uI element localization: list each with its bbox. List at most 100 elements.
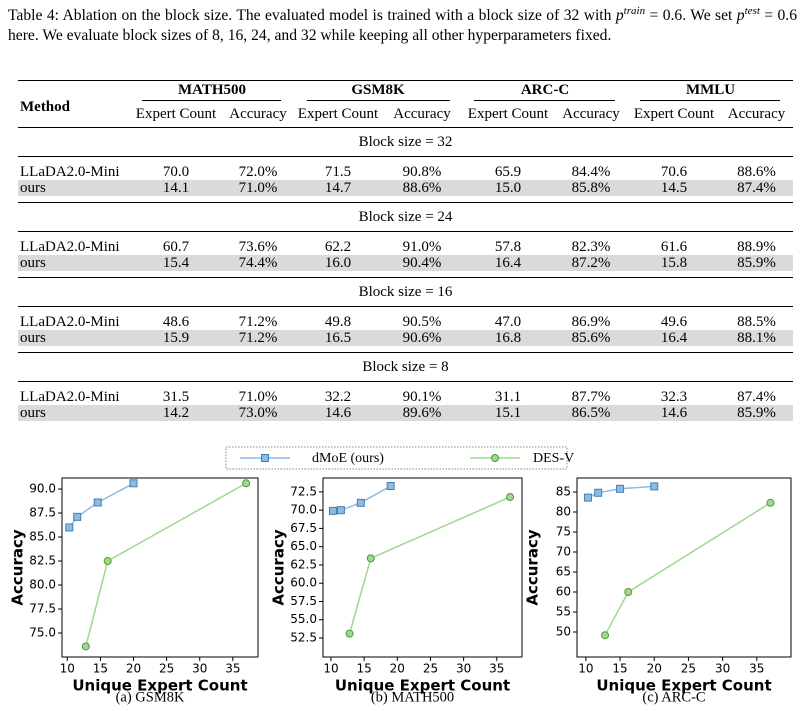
section-row: Block size = 24 (18, 202, 794, 232)
marker (616, 484, 625, 493)
table-cell: 14.6 (628, 404, 721, 421)
table-cell: LLaDA2.0-Mini (20, 238, 120, 255)
subheader: Expert Count (633, 105, 715, 122)
data-row: ours 14.2 73.0% 14.6 89.6% 15.1 86.5% 14.6 85.9% (18, 404, 794, 421)
table-cell: ours (18, 254, 130, 271)
table-cell: 90.5% (402, 313, 442, 330)
marker (73, 512, 82, 521)
caption-text: = 0.6 here. We evaluate block sizes of 8… (8, 7, 798, 45)
marker (81, 642, 90, 651)
data-row: LLaDA2.0-Mini 70.0 72.0% 71.5 90.8% 65.9 84.4%… (18, 157, 793, 180)
x-axis-label: Unique Expert Count (72, 677, 247, 695)
y-tick-label: 55.0 (290, 612, 317, 626)
x-tick-label: 25 (681, 662, 696, 676)
table-cell: LLaDA2.0-Mini (20, 388, 120, 405)
marker (356, 498, 365, 507)
spacer (18, 421, 793, 428)
data-row: LLaDA2.0-Mini 60.7 73.6% 62.2 91.0% 57.8 82.3%… (18, 232, 793, 255)
y-tick-label: 65 (556, 565, 571, 579)
table-cell: 73.6% (238, 238, 278, 255)
subheader: Accuracy (393, 105, 451, 122)
subheader: Accuracy (727, 105, 786, 122)
x-tick-label: 35 (749, 662, 764, 676)
section-title: Block size = 32 (358, 134, 453, 150)
table-cell: 88.6% (382, 179, 462, 196)
y-tick-label: 85.0 (29, 530, 56, 544)
subcaption: (c) ARC-C (642, 689, 705, 705)
x-tick-label: 15 (93, 662, 108, 676)
table-cell: 32.2 (324, 388, 352, 405)
legend-box (225, 446, 568, 470)
y-tick-label: 55 (556, 605, 571, 619)
marker (93, 498, 102, 507)
table-cell: 15.8 (628, 254, 721, 271)
table-cell: LLaDA2.0-Mini (20, 313, 120, 330)
section-row: Block size = 8 (18, 352, 794, 382)
section-row: Block size = 32 (18, 128, 794, 157)
table-cell: 71.0% (238, 388, 278, 405)
group-header: MMLU (628, 80, 794, 101)
y-tick-label: 70.0 (290, 503, 317, 517)
table-cell: 72.0% (238, 163, 278, 180)
table-cell: 16.0 (294, 254, 382, 271)
table-cell: 82.3% (571, 238, 611, 255)
x-tick-label: 10 (60, 662, 75, 676)
table-cell: 15.9 (130, 329, 222, 346)
table-cell: 71.0% (222, 179, 294, 196)
marker (506, 492, 515, 501)
marker (766, 498, 775, 507)
marker (129, 479, 138, 488)
caption-math: test (744, 5, 760, 17)
x-axis-label: Unique Expert Count (335, 677, 510, 695)
y-tick-label: 65.0 (290, 539, 317, 553)
subcaption: (b) MATH500 (371, 689, 454, 705)
table-cell: 71.5 (324, 163, 352, 180)
table-cell: 48.6 (162, 313, 190, 330)
table-cell: 85.8% (554, 179, 629, 196)
x-tick-label: 35 (225, 662, 240, 676)
data-row: ours 15.9 71.2% 16.5 90.6% 16.8 85.6% 16.4 88.1% (18, 329, 794, 346)
marker (594, 488, 603, 497)
marker (261, 454, 269, 462)
table-cell: 85.9% (720, 254, 794, 271)
marker (345, 629, 354, 638)
y-tick-label: 50 (556, 625, 571, 639)
table-cell: 57.8 (494, 238, 522, 255)
table-cell: 14.1 (130, 179, 222, 196)
legend-label: dMoE (ours) (312, 451, 384, 466)
section-row: Block size = 16 (18, 277, 794, 307)
y-tick-label: 60 (556, 585, 571, 599)
x-tick-label: 15 (356, 662, 371, 676)
table-cell: 15.1 (462, 404, 554, 421)
y-tick-label: 57.5 (290, 594, 317, 608)
caption-math: p (736, 7, 745, 25)
marker (650, 482, 659, 491)
y-tick-label: 52.5 (290, 631, 317, 645)
table-cell: 31.5 (162, 388, 190, 405)
y-tick-label: 75.0 (29, 626, 56, 640)
y-tick-label: 77.5 (29, 602, 56, 616)
y-tick-label: 60.0 (290, 576, 317, 590)
table-cell: ours (18, 404, 130, 421)
y-tick-label: 70 (556, 545, 571, 559)
x-tick-label: 10 (323, 662, 338, 676)
data-row: LLaDA2.0-Mini 48.6 71.2% 49.8 90.5% 47.0 86.9%… (18, 307, 793, 330)
table-cell: 65.9 (494, 163, 522, 180)
table-cell: 86.9% (571, 313, 611, 330)
charts: 10 15 20 25 30 35 75.0 77.5 80.0 82.5 85.0 87.5 90.0… (9, 446, 792, 705)
table-cell: 87.4% (720, 179, 794, 196)
marker (65, 523, 74, 532)
table-cell: 61.6 (660, 238, 688, 255)
table-cell: 89.6% (382, 404, 462, 421)
table-cell: 49.6 (660, 313, 688, 330)
x-tick-label: 15 (612, 662, 627, 676)
table-cell: 87.4% (737, 388, 776, 405)
table-cell: 71.2% (222, 329, 294, 346)
subheader: Accuracy (229, 105, 287, 122)
y-tick-label: 87.5 (29, 506, 56, 520)
subheader: Expert Count (297, 105, 379, 122)
table-cell: 73.0% (222, 404, 294, 421)
marker (242, 479, 251, 488)
table-cell: 85.6% (554, 329, 629, 346)
